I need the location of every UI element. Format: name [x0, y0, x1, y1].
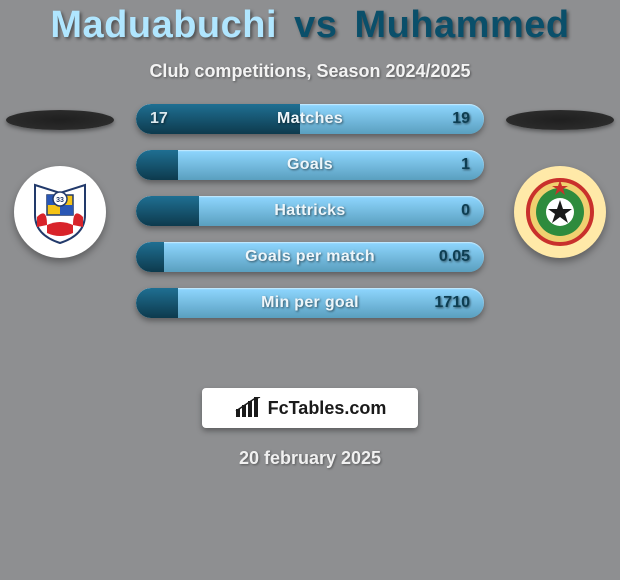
stat-row-min-per-goal: Min per goal 1710 — [136, 288, 484, 318]
stat-right-value: 0.05 — [439, 242, 470, 272]
player1-shadow — [6, 110, 114, 130]
stat-row-goals-per-match: Goals per match 0.05 — [136, 242, 484, 272]
svg-text:33: 33 — [56, 197, 64, 204]
stat-label: Goals — [287, 150, 333, 180]
brand-box[interactable]: FcTables.com — [202, 388, 418, 428]
stat-fill — [136, 242, 164, 272]
comparison-card: Maduabuchi vs Muhammed Club competitions… — [0, 0, 620, 580]
stat-label: Min per goal — [261, 288, 359, 318]
subtitle: Club competitions, Season 2024/2025 — [0, 61, 620, 82]
page-title: Maduabuchi vs Muhammed — [0, 0, 620, 47]
stat-label: Goals per match — [245, 242, 375, 272]
stat-row-goals: Goals 1 — [136, 150, 484, 180]
brand-text: FcTables.com — [268, 398, 387, 419]
vs-label: vs — [294, 4, 337, 46]
left-side: 33 — [6, 110, 114, 258]
stat-row-matches: 17 Matches 19 — [136, 104, 484, 134]
stat-right-value: 19 — [452, 104, 470, 134]
stat-row-hattricks: Hattricks 0 — [136, 196, 484, 226]
stat-label: Hattricks — [274, 196, 345, 226]
stat-label: Matches — [277, 104, 343, 134]
stat-right-value: 1 — [461, 150, 470, 180]
stat-left-value: 17 — [150, 104, 168, 134]
remo-stars-crest-icon: 33 — [25, 177, 95, 247]
right-side — [506, 110, 614, 258]
stats-arena: 33 17 — [0, 110, 620, 370]
stat-right-value: 1710 — [434, 288, 470, 318]
kwara-united-crest-icon — [525, 177, 595, 247]
bar-chart-icon — [234, 397, 262, 419]
player1-name: Maduabuchi — [50, 4, 277, 46]
player2-name: Muhammed — [354, 4, 569, 46]
stat-fill — [136, 288, 178, 318]
player2-club-badge — [514, 166, 606, 258]
stat-fill — [136, 150, 178, 180]
stat-rows: 17 Matches 19 Goals 1 Hattricks 0 Goals … — [136, 104, 484, 334]
stat-fill — [136, 196, 199, 226]
player1-club-badge: 33 — [14, 166, 106, 258]
player2-shadow — [506, 110, 614, 130]
date-label: 20 february 2025 — [0, 448, 620, 469]
stat-right-value: 0 — [461, 196, 470, 226]
